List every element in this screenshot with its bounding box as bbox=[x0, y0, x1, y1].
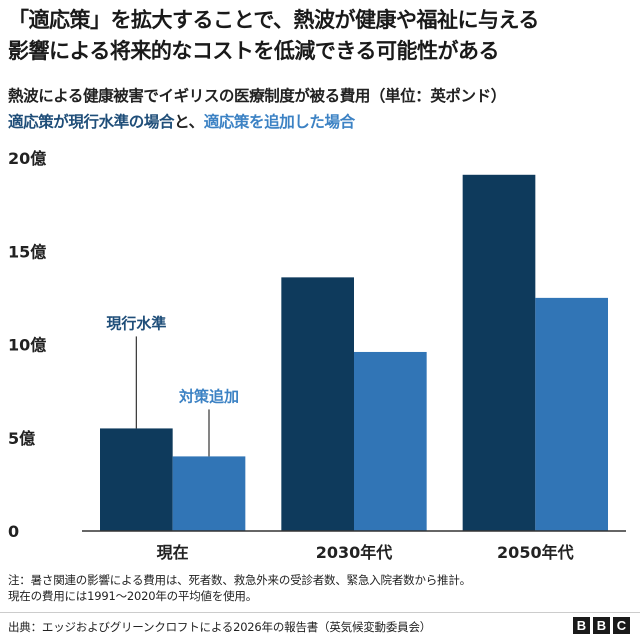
bar bbox=[281, 277, 354, 531]
headline: 「適応策」を拡大することで、熱波が健康や福祉に与える 影響による将来的なコストを… bbox=[8, 5, 634, 67]
legend-connector: と、 bbox=[174, 113, 204, 131]
y-tick-label: 10億 bbox=[8, 336, 46, 355]
footer-divider bbox=[0, 612, 640, 613]
bbc-logo: B B C bbox=[573, 617, 630, 634]
bar bbox=[462, 174, 536, 531]
headline-line-1: 「適応策」を拡大することで、熱波が健康や福祉に与える bbox=[8, 8, 539, 32]
series-annotation-label: 現行水準 bbox=[106, 314, 166, 332]
bar bbox=[354, 351, 427, 531]
legend-line: 適応策が現行水準の場合と、適応策を追加した場合 bbox=[8, 110, 355, 132]
y-tick-label: 15億 bbox=[8, 242, 46, 261]
bar bbox=[535, 297, 608, 531]
legend-current-level: 適応策が現行水準の場合 bbox=[8, 113, 175, 131]
note-line-2: 現在の費用には1991～2020年の平均値を使用。 bbox=[8, 589, 258, 603]
x-tick-label: 現在 bbox=[157, 543, 189, 562]
legend-added-measures: 適応策を追加した場合 bbox=[203, 113, 355, 131]
y-tick-label: 5億 bbox=[8, 429, 35, 448]
series-annotation-label: 対策追加 bbox=[178, 387, 239, 405]
bbc-logo-letter-3: C bbox=[613, 617, 630, 634]
headline-line-2: 影響による将来的なコストを低減できる可能性がある bbox=[8, 39, 499, 63]
bar bbox=[172, 456, 246, 531]
x-tick-label: 2050年代 bbox=[497, 543, 574, 562]
note-line-1: 注：暑さ関連の影響による費用は、死者数、救急外来の受診者数、緊急入院者数から推計… bbox=[8, 573, 471, 587]
bar bbox=[100, 428, 173, 531]
chart-note: 注：暑さ関連の影響による費用は、死者数、救急外来の受診者数、緊急入院者数から推計… bbox=[8, 572, 471, 604]
chart-subtitle: 熱波による健康被害でイギリスの医療制度が被る費用（単位：英ポンド） bbox=[8, 87, 506, 105]
x-tick-label: 2030年代 bbox=[316, 543, 393, 562]
bbc-logo-letter-1: B bbox=[573, 617, 590, 634]
bbc-logo-letter-2: B bbox=[593, 617, 610, 634]
source-text: 出典：エッジおよびグリーンクロフトによる2026年の報告書（英気候変動委員会） bbox=[8, 620, 432, 634]
y-tick-label: 0 bbox=[8, 522, 19, 541]
y-tick-label: 20億 bbox=[8, 149, 46, 168]
